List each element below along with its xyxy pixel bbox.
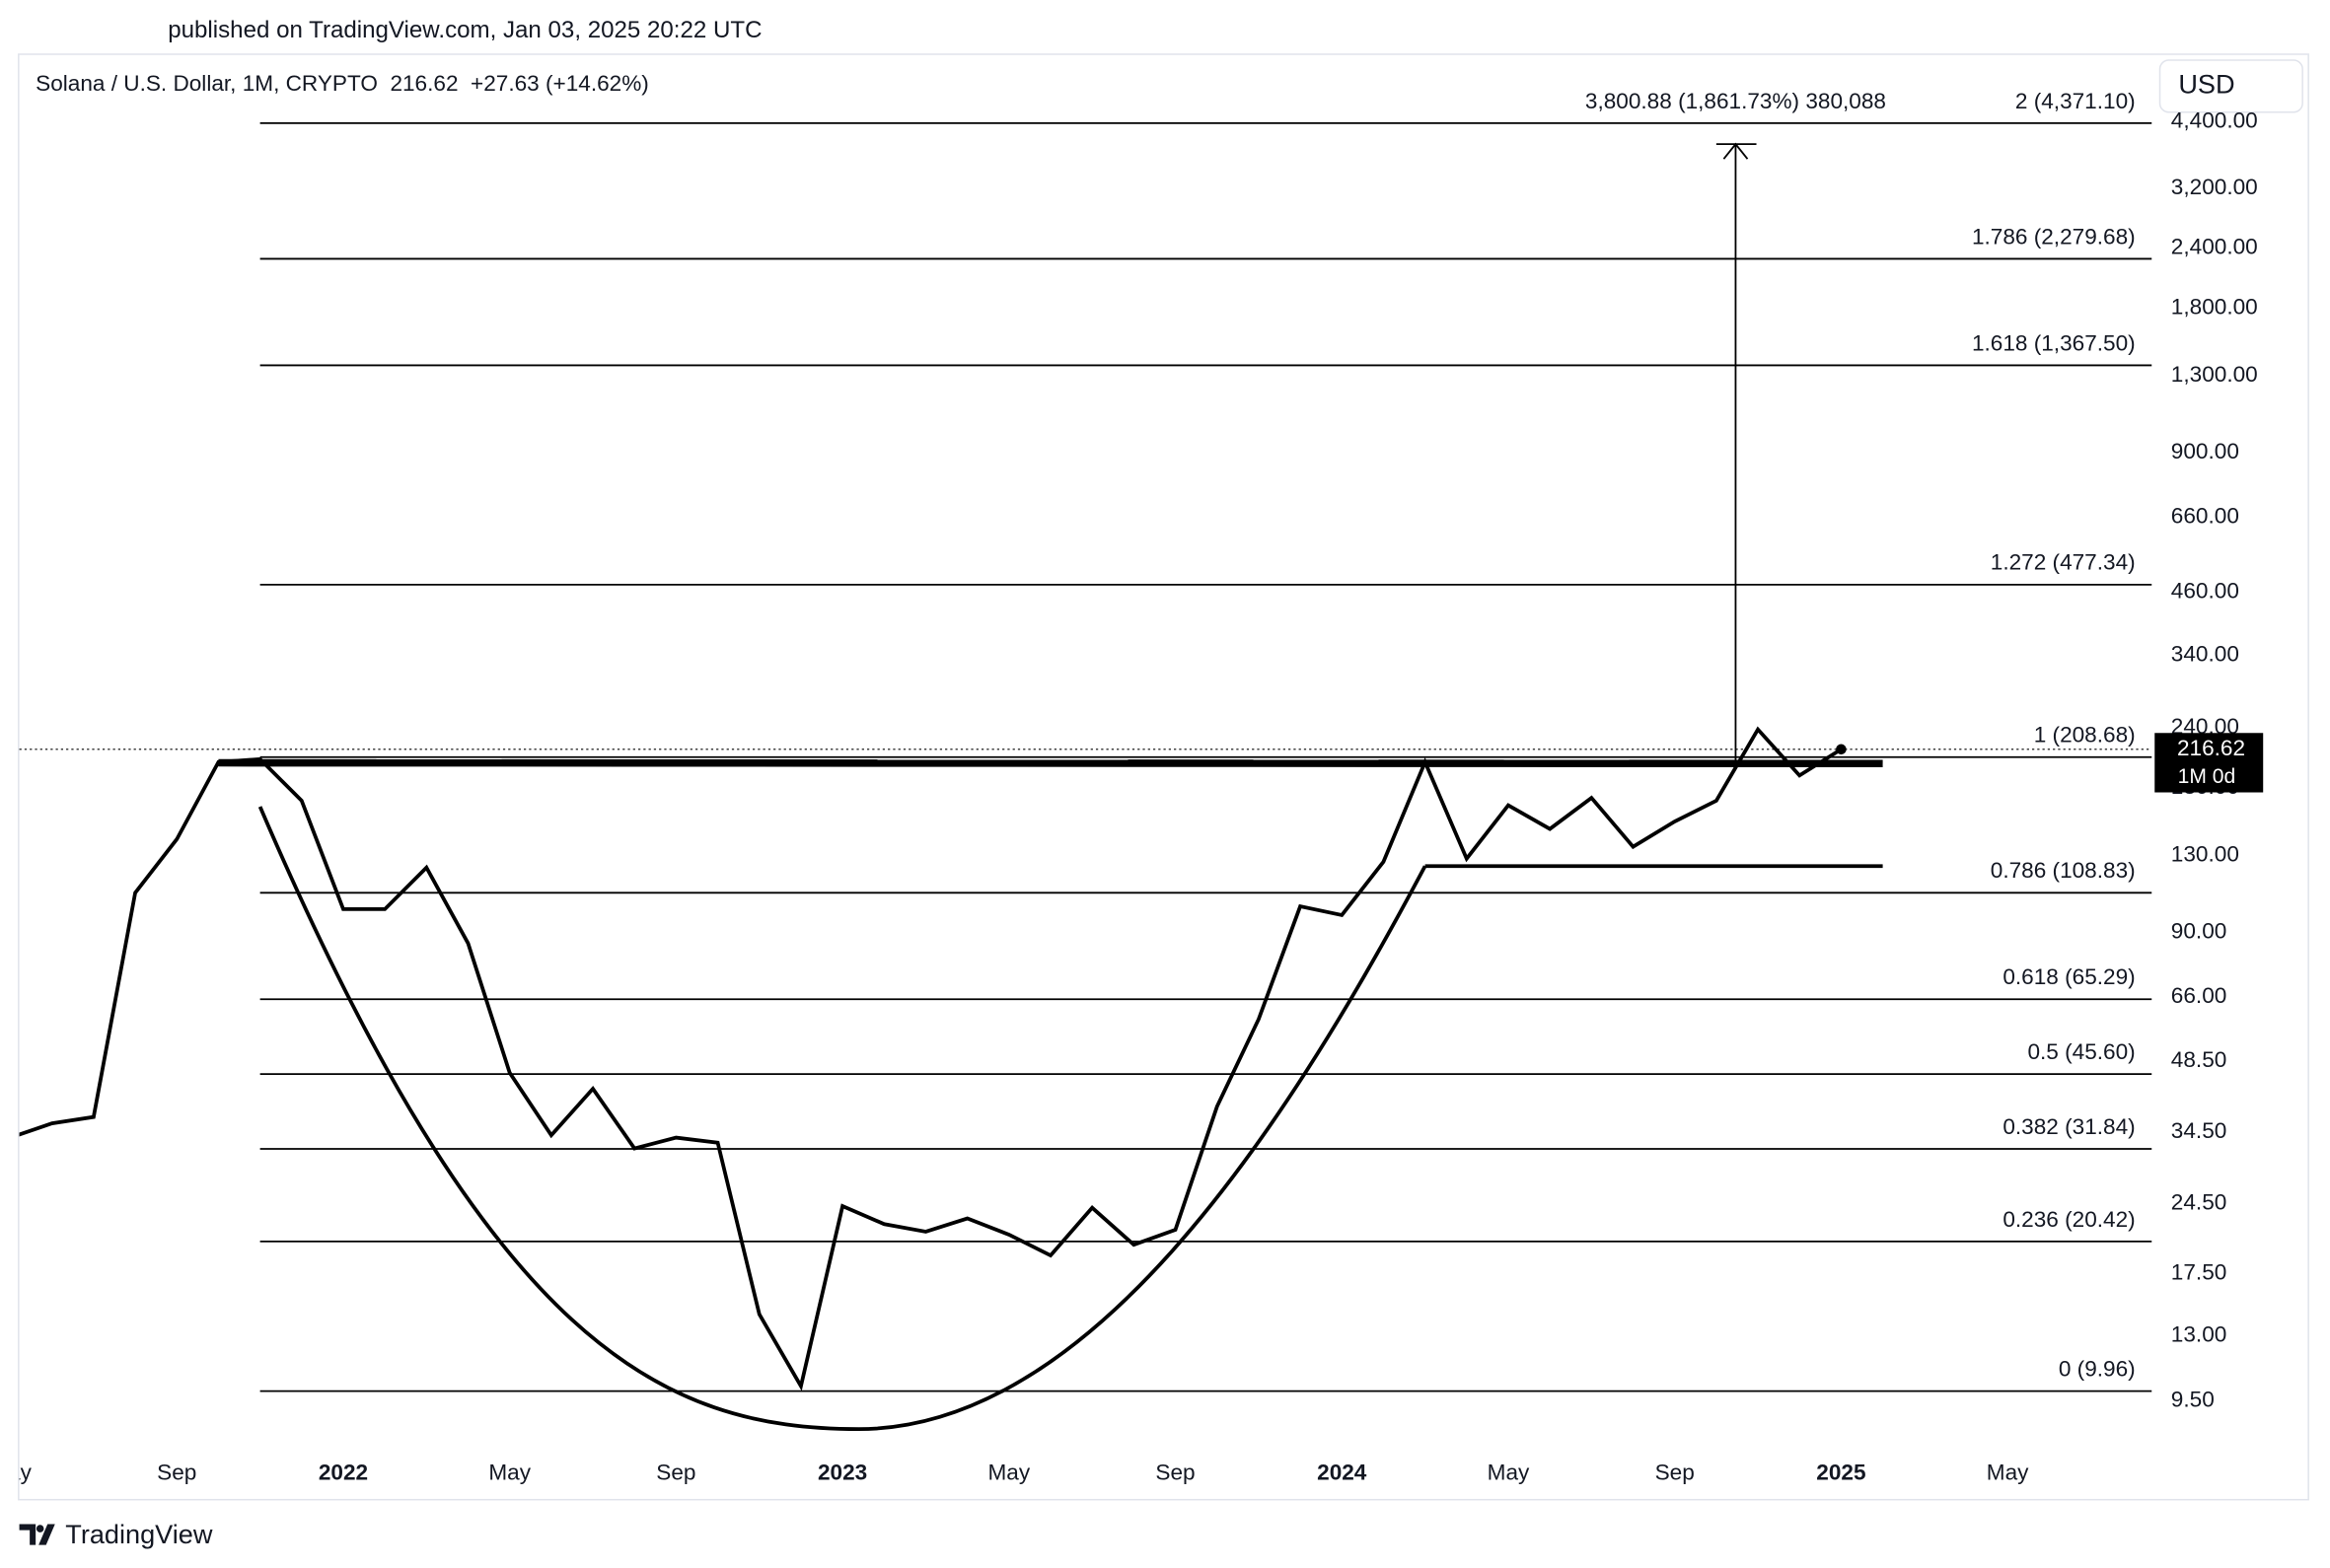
y-tick-label: 2,400.00 [2171, 235, 2258, 259]
brand-icon-dot [36, 1525, 44, 1532]
price-label-value: 216.62 [2177, 736, 2245, 760]
fib-level-label: 0.618 (65.29) [2002, 964, 2135, 989]
fib-level-label: 0.786 (108.83) [1991, 858, 2136, 883]
x-tick-label: Sep [157, 1460, 196, 1484]
brand-logo: TradingView [19, 1519, 213, 1549]
fib-level-label: 0.5 (45.60) [2027, 1039, 2135, 1064]
fib-level-label: 0.236 (20.42) [2002, 1207, 2135, 1232]
fib-level-label: 1 (208.68) [2034, 723, 2136, 748]
y-tick-label: 4,400.00 [2171, 107, 2258, 132]
y-tick-label: 48.50 [2171, 1047, 2227, 1072]
x-tick-label: 2022 [319, 1460, 368, 1484]
x-tick-label: Sep [1655, 1460, 1695, 1484]
x-tick-label: 2025 [1816, 1460, 1865, 1484]
currency-button-frame[interactable] [2158, 59, 2303, 113]
fib-level-label: 1.786 (2,279.68) [1972, 224, 2136, 249]
y-tick-label: 24.50 [2171, 1189, 2227, 1214]
y-tick-label: 660.00 [2171, 503, 2239, 528]
currency-button[interactable]: USD [2158, 59, 2303, 113]
fib-level-label: 0 (9.96) [2059, 1356, 2136, 1381]
y-tick-label: 460.00 [2171, 579, 2239, 604]
y-tick-label: 1,800.00 [2171, 294, 2258, 319]
x-tick-label: May [988, 1460, 1031, 1484]
chart-title: Solana / U.S. Dollar, 1M, CRYPTO 216.62 … [36, 71, 649, 96]
fib-level-label: 1.618 (1,367.50) [1972, 330, 2136, 355]
neckline [218, 758, 1883, 768]
chart-frame [18, 53, 2309, 1501]
plot-area [19, 142, 1883, 1432]
y-tick-label: 130.00 [2171, 842, 2239, 867]
y-tick-label: 340.00 [2171, 642, 2239, 667]
y-tick-label: 13.00 [2171, 1321, 2227, 1346]
x-tick-label: May [1987, 1460, 2029, 1484]
measure-label: 3,800.88 (1,861.73%) 380,088 [1585, 89, 1886, 113]
y-tick-label: 1,300.00 [2171, 362, 2258, 387]
cup-curve [257, 806, 1427, 1432]
x-tick-label: 2023 [818, 1460, 867, 1484]
y-tick-label: 34.50 [2171, 1118, 2227, 1143]
x-tick-label: Sep [656, 1460, 695, 1484]
measure-arrowhead [1722, 142, 1749, 160]
brand-name: TradingView [65, 1519, 213, 1549]
currency-label[interactable]: USD [2178, 69, 2234, 100]
x-tick-label: May [488, 1460, 531, 1484]
fib-level-label: 1.272 (477.34) [1991, 550, 2136, 575]
y-tick-label: 66.00 [2171, 983, 2227, 1008]
price-label-countdown: 1M 0d [2178, 765, 2236, 788]
fib-level-label: 2 (4,371.10) [2015, 89, 2136, 113]
price-line [19, 726, 1843, 1391]
x-tick-label: May [1488, 1460, 1530, 1484]
y-tick-label: 17.50 [2171, 1259, 2227, 1284]
x-tick-label: May [0, 1460, 33, 1484]
y-tick-label: 90.00 [2171, 918, 2227, 943]
fib-level-label: 0.382 (31.84) [2002, 1114, 2135, 1139]
y-tick-label: 3,200.00 [2171, 175, 2258, 199]
x-tick-label: 2024 [1317, 1460, 1367, 1484]
x-tick-label: Sep [1155, 1460, 1195, 1484]
brand-icon [19, 1524, 55, 1545]
y-tick-label: 900.00 [2171, 439, 2239, 463]
y-tick-label: 9.50 [2171, 1388, 2215, 1412]
price-label-box [2154, 733, 2264, 793]
y-axis: 4,400.00 3,200.00 2,400.00 1,800.00 1,300.00… [2151, 107, 2258, 1412]
x-axis: May Sep 2022 May Sep 2023 May Sep 2024 May Sep 2025… [0, 1460, 2030, 1484]
price-label: 216.62 1M 0d [2154, 733, 2264, 793]
published-note: published on TradingView.com, Jan 03, 20… [168, 17, 762, 43]
